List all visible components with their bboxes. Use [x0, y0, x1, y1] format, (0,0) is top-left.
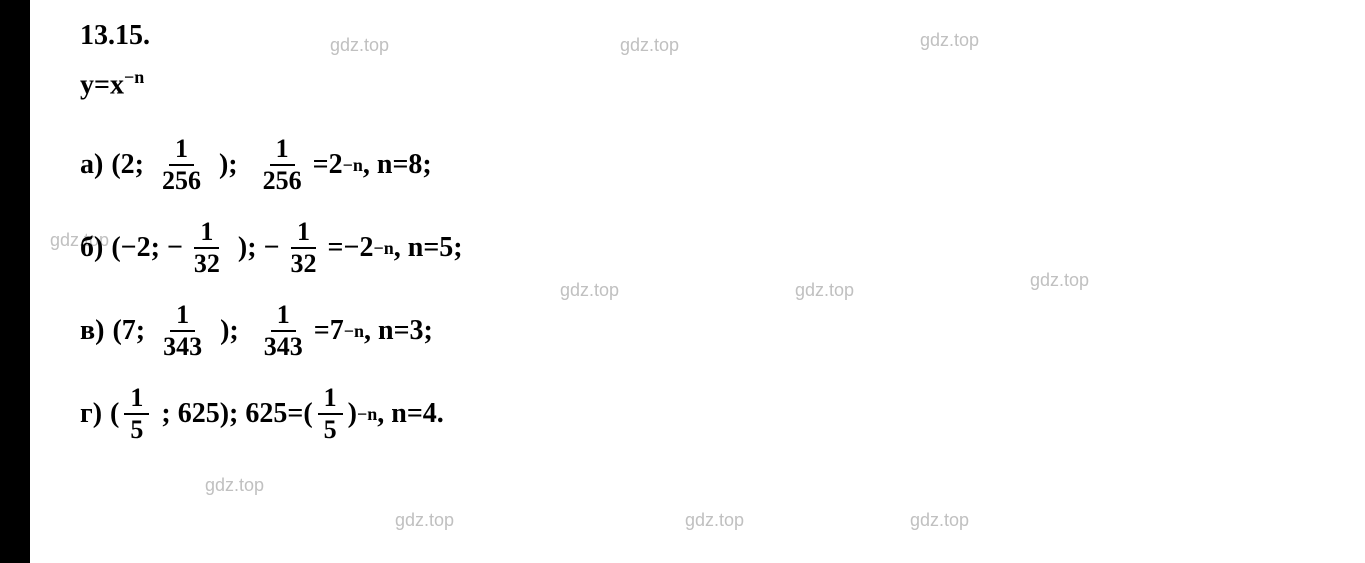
function-lhs: y=x — [80, 69, 124, 100]
item-b-point-fraction: 1 32 — [188, 219, 226, 277]
item-d-eq-exp: −n — [357, 404, 377, 425]
item-b-paren-close: ); — [231, 232, 264, 264]
watermark: gdz.top — [395, 510, 454, 531]
problem-number: 13.15. — [80, 20, 1365, 52]
item-a-paren-open: ( — [111, 149, 120, 181]
item-b-eq-den: 32 — [285, 249, 323, 277]
item-d-eq-close: ) — [348, 398, 357, 430]
item-d-paren-close: ); — [220, 398, 246, 430]
item-c-answer: , n=3; — [364, 315, 433, 347]
item-d-point-den1: 5 — [124, 415, 149, 443]
watermark: gdz.top — [685, 510, 744, 531]
item-d-eq-num: 1 — [318, 385, 343, 415]
item-a-point-fraction: 1 256 — [156, 136, 207, 194]
item-b-label: б) — [80, 232, 103, 264]
item-c-point-fraction: 1 343 — [157, 302, 208, 360]
item-b-point-sign: − — [167, 232, 183, 264]
item-d-sep: ; — [154, 398, 177, 430]
item-a-rhs-base: =2 — [313, 149, 343, 181]
function-exp: −n — [124, 67, 144, 87]
item-d-eq-den: 5 — [318, 415, 343, 443]
watermark: gdz.top — [205, 475, 264, 496]
item-a-eq-num: 1 — [270, 136, 295, 166]
item-a-rhs-exp: −n — [343, 155, 363, 176]
function-definition: y=x−n — [80, 67, 1365, 101]
item-a-label: а) — [80, 149, 103, 181]
item-b-answer: , n=5; — [394, 232, 463, 264]
item-b-paren-open: ( — [111, 232, 120, 264]
item-b-eq-sign: − — [264, 232, 280, 264]
item-d: г) ( 1 5 ; 625 ); 625=( 1 5 )−n , n=4. — [80, 385, 1365, 443]
item-c-rhs-base: =7 — [314, 315, 344, 347]
item-c-sep: ; — [136, 315, 152, 347]
item-c-paren-open: ( — [112, 315, 121, 347]
item-b-rhs-exp: −n — [373, 238, 393, 259]
item-c-point-num: 1 — [170, 302, 195, 332]
item-d-point-y: 625 — [178, 398, 220, 430]
item-d-label: г) — [80, 398, 102, 430]
item-c-point-den: 343 — [157, 332, 208, 360]
item-a-point-x: 2 — [121, 149, 135, 181]
item-b-point-x: −2 — [121, 232, 151, 264]
item-b-point-num: 1 — [194, 219, 219, 249]
watermark: gdz.top — [910, 510, 969, 531]
item-b-eq-fraction: 1 32 — [285, 219, 323, 277]
item-d-paren-open: ( — [110, 398, 119, 430]
item-a-eq-fraction: 1 256 — [257, 136, 308, 194]
problem-content: 13.15. y=x−n а) ( 2 ; 1 256 ); 1 256 =2−… — [0, 0, 1365, 443]
item-a-point-num: 1 — [169, 136, 194, 166]
item-d-eq-lhs: 625=( — [245, 398, 312, 430]
item-a: а) ( 2 ; 1 256 ); 1 256 =2−n , n=8; — [80, 136, 1365, 194]
item-a-answer: , n=8; — [363, 149, 432, 181]
item-b-rhs-base: =−2 — [328, 232, 374, 264]
item-d-answer: , n=4. — [377, 398, 444, 430]
item-b-eq-num: 1 — [291, 219, 316, 249]
item-d-eq-fraction: 1 5 — [318, 385, 343, 443]
item-a-paren-close: ); — [212, 149, 252, 181]
item-a-eq-den: 256 — [257, 166, 308, 194]
item-d-point-fraction1: 1 5 — [124, 385, 149, 443]
item-c-eq-fraction: 1 343 — [258, 302, 309, 360]
item-b-sep: ; — [151, 232, 167, 264]
item-c-rhs-exp: −n — [344, 321, 364, 342]
item-c-eq-num: 1 — [271, 302, 296, 332]
item-d-point-num1: 1 — [124, 385, 149, 415]
item-c-label: в) — [80, 315, 104, 347]
item-c-point-x: 7 — [122, 315, 136, 347]
item-a-point-den: 256 — [156, 166, 207, 194]
item-b-point-den: 32 — [188, 249, 226, 277]
item-b: б) ( −2 ; − 1 32 ); − 1 32 =−2−n , n=5; — [80, 219, 1365, 277]
item-c-paren-close: ); — [213, 315, 253, 347]
item-c: в) ( 7 ; 1 343 ); 1 343 =7−n , n=3; — [80, 302, 1365, 360]
item-c-eq-den: 343 — [258, 332, 309, 360]
item-a-sep: ; — [135, 149, 151, 181]
